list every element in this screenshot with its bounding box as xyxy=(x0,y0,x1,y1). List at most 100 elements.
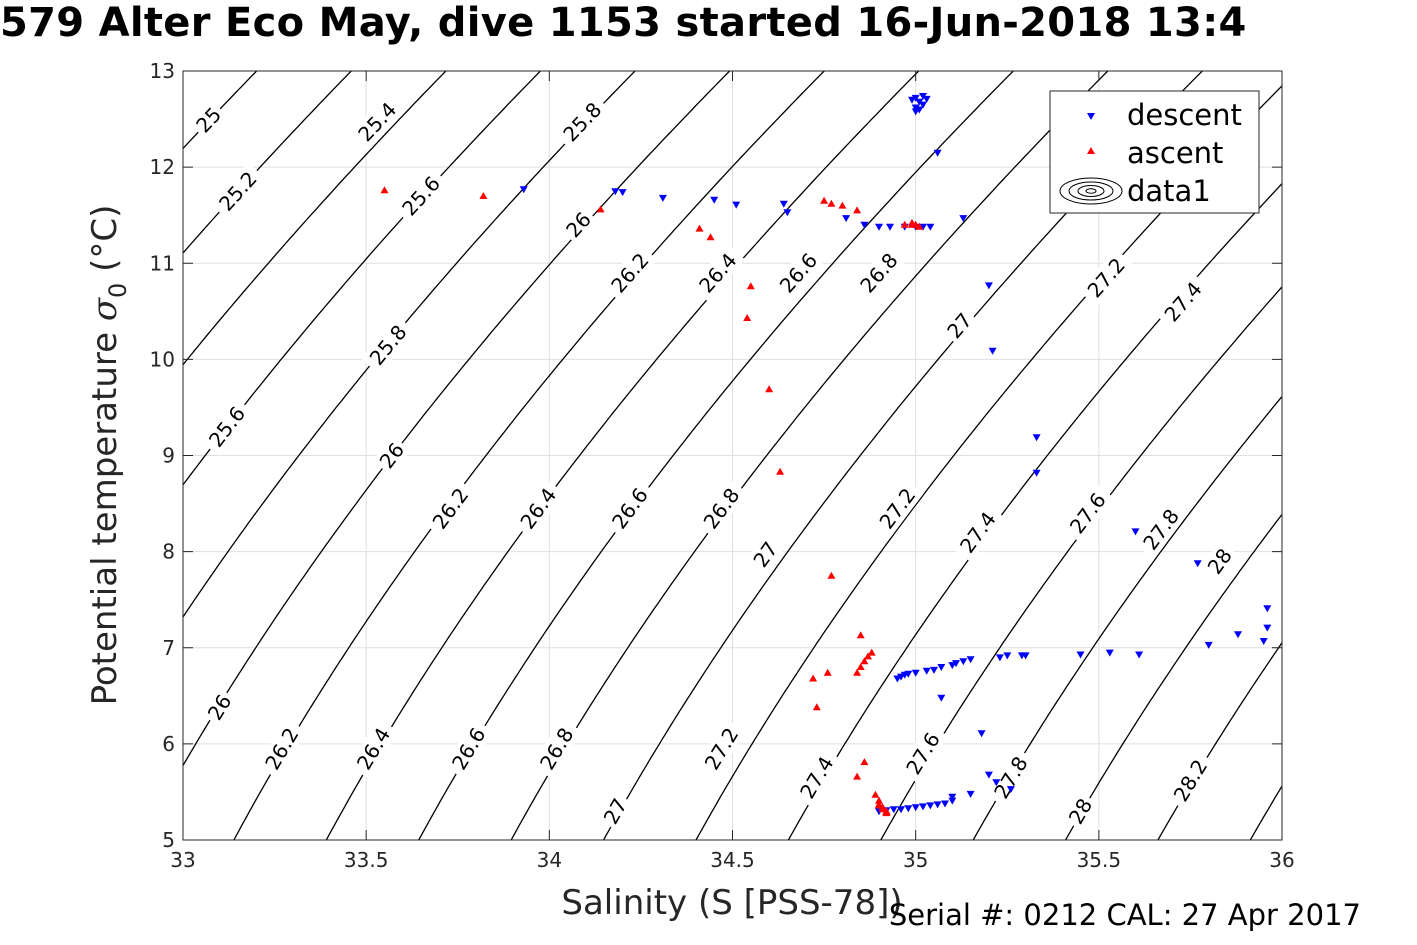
descent-point xyxy=(611,188,620,196)
contour-label-bg xyxy=(200,397,254,457)
contour-label-bg xyxy=(188,100,229,140)
contour-label: 26.8 xyxy=(851,243,907,302)
descent-point xyxy=(1263,605,1272,613)
ascent-point xyxy=(853,772,862,780)
contour-label-bg xyxy=(1134,499,1188,560)
contour-line xyxy=(972,395,1282,840)
descent-point xyxy=(966,656,975,664)
contour-label: 26.8 xyxy=(531,718,582,779)
legend-contour-label: data1 xyxy=(1127,174,1211,208)
contour-label-text: 26 xyxy=(561,207,596,242)
ascent-point xyxy=(706,233,715,241)
contour-label-bg xyxy=(792,747,842,808)
x-tick-label: 35 xyxy=(903,848,928,872)
contour-label-bg xyxy=(690,243,746,302)
y-tick-label: 8 xyxy=(162,540,175,564)
x-tick-label: 34 xyxy=(537,848,562,872)
descent-point xyxy=(1135,651,1144,659)
ascent-point xyxy=(867,648,876,656)
descent-point xyxy=(988,347,997,355)
ascent-point xyxy=(908,218,916,226)
x-tick-label: 36 xyxy=(1269,848,1294,872)
contour-label-bg xyxy=(1165,750,1216,811)
descent-point xyxy=(911,94,920,102)
descent-point xyxy=(948,797,957,805)
y-tick-label: 10 xyxy=(150,347,175,371)
x-tick-label: 33 xyxy=(170,848,195,872)
descent-point xyxy=(783,209,792,217)
descent-point xyxy=(875,223,883,231)
axis-ticks: 33 33.5 34 34.5 35 35.5 36 5 6 7 8 9 10 11 12 13 xyxy=(150,59,1295,872)
descent-point xyxy=(911,104,920,112)
descent-point xyxy=(919,93,927,100)
contour-label: 26.6 xyxy=(603,478,657,539)
descent-point xyxy=(911,804,920,812)
legend-contour-icon xyxy=(1059,177,1123,205)
contour-line xyxy=(787,182,1282,840)
contour-label-bg xyxy=(531,718,582,779)
descent-point xyxy=(658,194,667,202)
descent-point xyxy=(886,223,894,231)
contour-label: 26.4 xyxy=(511,478,565,539)
descent-point xyxy=(984,282,993,290)
contour-label: 26.2 xyxy=(602,243,658,302)
legend-descent-marker xyxy=(1087,113,1095,120)
ascent-point xyxy=(743,314,752,321)
y-tick-label: 7 xyxy=(162,636,175,660)
descent-point xyxy=(1032,469,1041,477)
ascent-point xyxy=(380,186,389,194)
descent-point xyxy=(992,779,1001,787)
contour-label-bg xyxy=(1200,541,1239,582)
contour-label-bg xyxy=(898,723,948,784)
ascent-point xyxy=(809,674,818,682)
ascent-point xyxy=(856,663,865,670)
contour-line xyxy=(233,71,825,840)
y-tick-label: 5 xyxy=(162,828,175,852)
ascent-point xyxy=(856,631,865,639)
contour-label: 27.2 xyxy=(696,718,747,779)
contour-label: 26.6 xyxy=(443,718,494,779)
y-tick-label: 13 xyxy=(150,59,175,83)
y-tick-label: 12 xyxy=(150,155,175,179)
ascent-point xyxy=(838,201,847,209)
descent-point xyxy=(1032,434,1041,442)
legend-descent-label: descent xyxy=(1127,98,1242,132)
descent-point xyxy=(937,664,946,671)
descent-point xyxy=(911,108,920,116)
descent-point xyxy=(926,223,935,231)
contour-label-bg xyxy=(210,162,266,221)
ascent-point xyxy=(823,668,832,676)
ascent-point xyxy=(900,220,909,228)
contour-label: 27.8 xyxy=(986,747,1036,808)
ascent-point xyxy=(864,652,872,660)
descent-point xyxy=(959,215,968,223)
ascent-point xyxy=(827,199,836,207)
descent-point xyxy=(937,694,946,702)
contour-label-bg xyxy=(558,204,599,245)
contour-label: 26 xyxy=(558,204,599,245)
descent-point xyxy=(966,790,975,798)
chart-title: 579 Alter Eco May, dive 1153 started 16-… xyxy=(0,0,1247,46)
descent-point xyxy=(977,730,986,738)
contour-label: 26.8 xyxy=(695,478,748,539)
contour-line xyxy=(1065,513,1282,840)
descent-point xyxy=(779,200,788,208)
contour-label-bg xyxy=(870,478,924,538)
descent-point xyxy=(915,106,924,114)
y-tick-label: 6 xyxy=(162,732,175,756)
contour-line xyxy=(0,71,162,840)
descent-point xyxy=(930,666,938,674)
contour-line xyxy=(510,71,1109,840)
contour-label-text: 28 xyxy=(1203,544,1237,579)
contour-line xyxy=(1157,641,1282,840)
contour-label-bg xyxy=(770,243,826,302)
ascent-point xyxy=(882,809,891,817)
contour-label: 28 xyxy=(1200,541,1239,582)
y-tick-label: 9 xyxy=(162,444,175,468)
contour-label-bg xyxy=(348,718,399,779)
descent-point xyxy=(959,658,968,666)
ascent-point xyxy=(871,790,880,798)
ascent-point xyxy=(695,224,704,232)
